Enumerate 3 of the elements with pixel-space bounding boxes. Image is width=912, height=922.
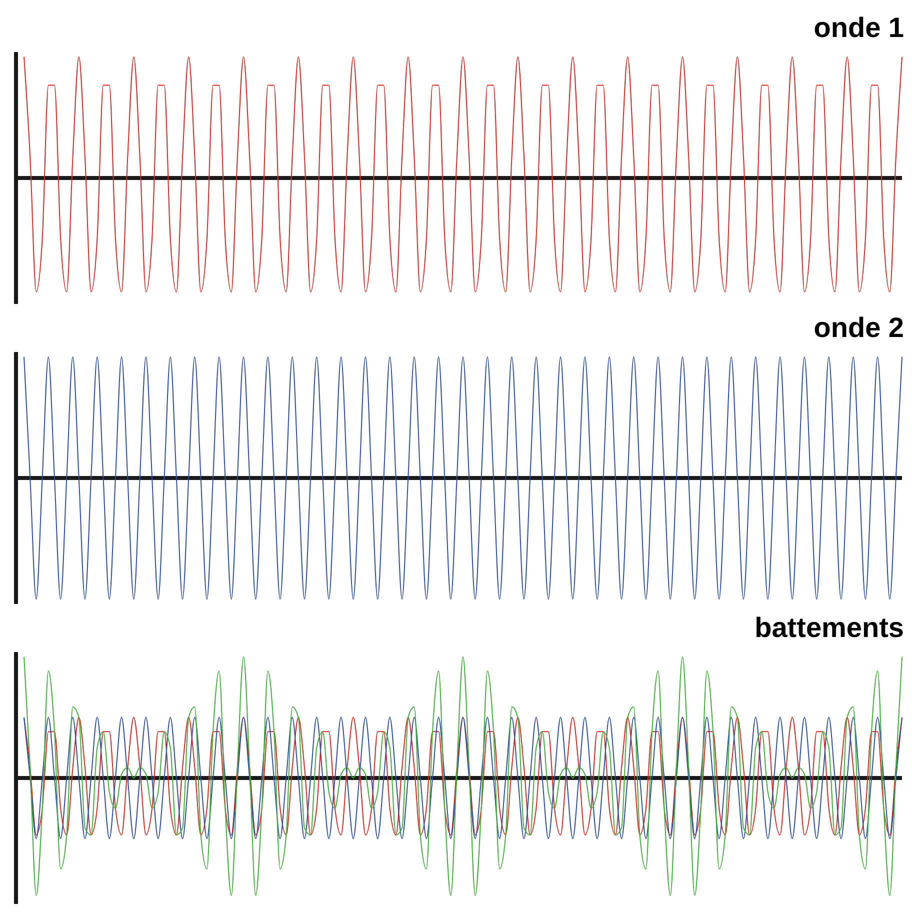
chart-title: battements [754,611,904,645]
chart-title: onde 1 [812,11,904,45]
chart-title: onde 2 [812,311,904,345]
